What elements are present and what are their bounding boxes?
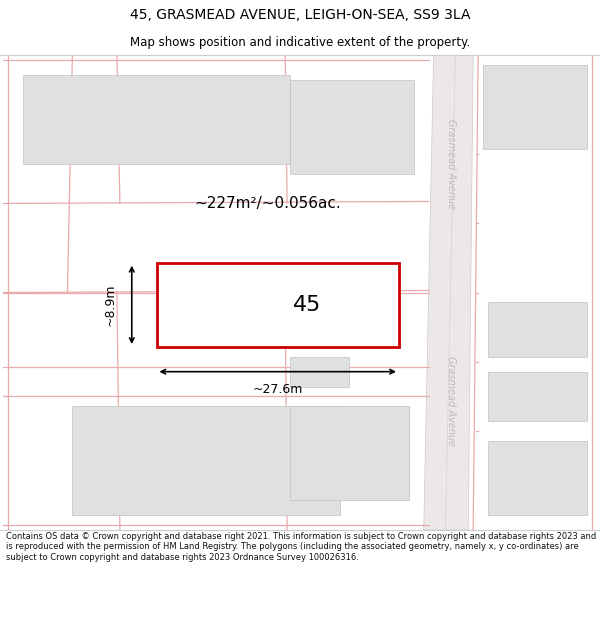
- Text: ~27.6m: ~27.6m: [253, 383, 303, 396]
- Bar: [157, 262, 399, 347]
- FancyBboxPatch shape: [290, 406, 409, 500]
- Text: Grasmead Avenue: Grasmead Avenue: [446, 119, 457, 209]
- Text: 45, GRASMEAD AVENUE, LEIGH-ON-SEA, SS9 3LA: 45, GRASMEAD AVENUE, LEIGH-ON-SEA, SS9 3…: [130, 8, 470, 22]
- Text: Map shows position and indicative extent of the property.: Map shows position and indicative extent…: [130, 36, 470, 49]
- FancyBboxPatch shape: [310, 275, 394, 334]
- FancyBboxPatch shape: [488, 372, 587, 421]
- FancyBboxPatch shape: [488, 441, 587, 515]
- Text: ~227m²/~0.056ac.: ~227m²/~0.056ac.: [194, 196, 341, 211]
- Bar: [157, 262, 399, 347]
- FancyBboxPatch shape: [488, 302, 587, 357]
- FancyBboxPatch shape: [290, 80, 414, 174]
- Text: ~8.9m: ~8.9m: [103, 284, 116, 326]
- Text: 45: 45: [293, 295, 322, 315]
- FancyBboxPatch shape: [23, 75, 290, 164]
- Text: Grasmead Avenue: Grasmead Avenue: [446, 356, 457, 446]
- Text: Contains OS data © Crown copyright and database right 2021. This information is : Contains OS data © Crown copyright and d…: [6, 532, 596, 562]
- FancyBboxPatch shape: [290, 357, 349, 386]
- FancyBboxPatch shape: [73, 406, 340, 515]
- FancyBboxPatch shape: [483, 65, 587, 149]
- Polygon shape: [424, 55, 473, 530]
